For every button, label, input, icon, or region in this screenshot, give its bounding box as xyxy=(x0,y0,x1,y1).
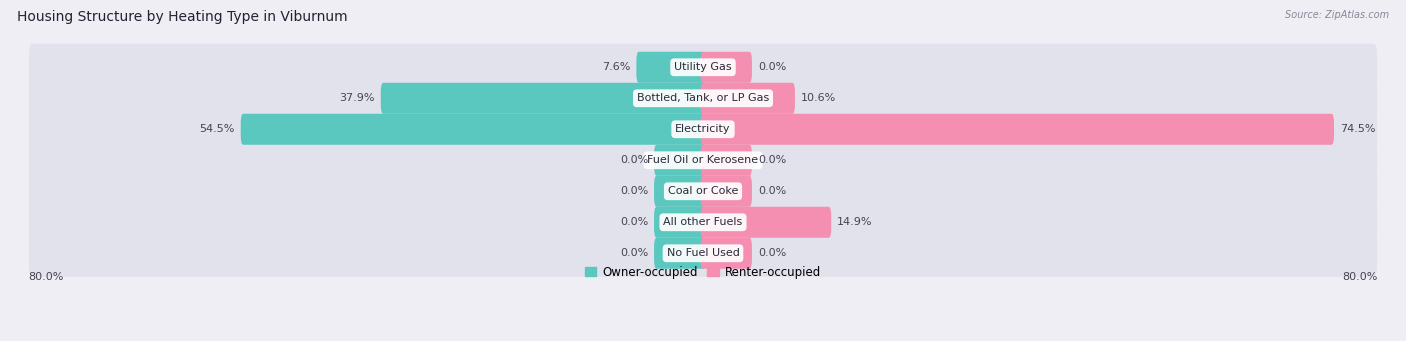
FancyBboxPatch shape xyxy=(637,52,706,83)
FancyBboxPatch shape xyxy=(30,168,1376,215)
FancyBboxPatch shape xyxy=(30,75,1376,122)
Text: All other Fuels: All other Fuels xyxy=(664,217,742,227)
Text: 0.0%: 0.0% xyxy=(620,248,648,258)
Text: Housing Structure by Heating Type in Viburnum: Housing Structure by Heating Type in Vib… xyxy=(17,10,347,24)
Legend: Owner-occupied, Renter-occupied: Owner-occupied, Renter-occupied xyxy=(579,261,827,283)
Text: 7.6%: 7.6% xyxy=(602,62,630,72)
FancyBboxPatch shape xyxy=(654,238,706,269)
Text: Bottled, Tank, or LP Gas: Bottled, Tank, or LP Gas xyxy=(637,93,769,103)
FancyBboxPatch shape xyxy=(30,44,1376,91)
FancyBboxPatch shape xyxy=(654,176,706,207)
Text: 0.0%: 0.0% xyxy=(620,217,648,227)
FancyBboxPatch shape xyxy=(700,176,752,207)
Text: 14.9%: 14.9% xyxy=(837,217,873,227)
Text: 54.5%: 54.5% xyxy=(200,124,235,134)
FancyBboxPatch shape xyxy=(654,207,706,238)
Text: 0.0%: 0.0% xyxy=(758,62,786,72)
FancyBboxPatch shape xyxy=(700,83,794,114)
FancyBboxPatch shape xyxy=(654,145,706,176)
FancyBboxPatch shape xyxy=(30,137,1376,184)
Text: Source: ZipAtlas.com: Source: ZipAtlas.com xyxy=(1285,10,1389,20)
Text: Electricity: Electricity xyxy=(675,124,731,134)
Text: 0.0%: 0.0% xyxy=(758,248,786,258)
Text: 37.9%: 37.9% xyxy=(339,93,375,103)
FancyBboxPatch shape xyxy=(700,238,752,269)
FancyBboxPatch shape xyxy=(700,114,1334,145)
FancyBboxPatch shape xyxy=(30,106,1376,153)
Text: 0.0%: 0.0% xyxy=(620,186,648,196)
FancyBboxPatch shape xyxy=(381,83,706,114)
FancyBboxPatch shape xyxy=(30,199,1376,246)
Text: 80.0%: 80.0% xyxy=(1343,271,1378,282)
Text: 0.0%: 0.0% xyxy=(620,155,648,165)
Text: Coal or Coke: Coal or Coke xyxy=(668,186,738,196)
FancyBboxPatch shape xyxy=(700,145,752,176)
FancyBboxPatch shape xyxy=(700,52,752,83)
FancyBboxPatch shape xyxy=(700,207,831,238)
Text: 0.0%: 0.0% xyxy=(758,186,786,196)
FancyBboxPatch shape xyxy=(240,114,706,145)
Text: Utility Gas: Utility Gas xyxy=(675,62,731,72)
FancyBboxPatch shape xyxy=(30,230,1376,277)
Text: No Fuel Used: No Fuel Used xyxy=(666,248,740,258)
Text: 0.0%: 0.0% xyxy=(758,155,786,165)
Text: 10.6%: 10.6% xyxy=(801,93,837,103)
Text: 74.5%: 74.5% xyxy=(1340,124,1375,134)
Text: Fuel Oil or Kerosene: Fuel Oil or Kerosene xyxy=(647,155,759,165)
Text: 80.0%: 80.0% xyxy=(28,271,63,282)
